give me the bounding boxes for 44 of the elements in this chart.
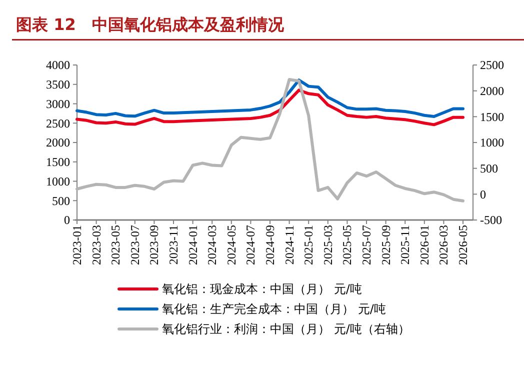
- y-tick-label: 1500: [46, 155, 70, 170]
- x-tick-label: 2025-05: [340, 225, 354, 265]
- y2-tick-label: -500: [480, 213, 502, 228]
- y-tick-label: 3500: [46, 78, 70, 92]
- y2-tick-label: 2500: [480, 58, 504, 72]
- x-tick-label: 2024-07: [244, 225, 258, 265]
- line-series: [76, 88, 464, 126]
- x-tick-label: 2023-05: [108, 225, 123, 265]
- x-tick-label: 2023-01: [70, 225, 84, 265]
- x-tick-label: 2026-01: [417, 225, 432, 265]
- y-tick-label: 500: [52, 194, 70, 208]
- legend-label: 氧化铝：生产完全成本：中国（月） 元/吨: [162, 302, 386, 316]
- x-tick-label: 2025-11: [398, 225, 412, 265]
- y-tick-label: 2000: [46, 136, 70, 150]
- legend-label: 氧化铝：现金成本：中国（月） 元/吨: [162, 282, 362, 296]
- line-series: [76, 78, 464, 118]
- x-tick-label: 2024-03: [205, 225, 220, 265]
- y2-tick-label: 1500: [480, 110, 504, 124]
- x-tick-label: 2025-01: [302, 225, 316, 265]
- y-tick-label: 2500: [46, 116, 70, 130]
- x-tick-label: 2024-05: [224, 225, 238, 265]
- y-tick-label: 1000: [46, 174, 70, 188]
- chart-title: 图表 12 中国氧化铝成本及盈利情况: [16, 15, 285, 34]
- x-tick-label: 2024-11: [282, 225, 296, 265]
- y2-tick-label: 2000: [480, 84, 504, 98]
- x-tick-label: 2026-03: [436, 225, 451, 265]
- x-tick-label: 2026-05: [456, 225, 470, 265]
- y2-tick-label: 0: [480, 187, 486, 202]
- x-tick-label: 2025-07: [360, 225, 374, 265]
- legend-label: 氧化铝行业：利润：中国（月） 元/吨（右轴）: [162, 322, 410, 336]
- x-tick-label: 2025-03: [320, 225, 335, 265]
- x-tick-label: 2023-03: [89, 225, 104, 265]
- x-tick-label: 2023-11: [166, 225, 180, 265]
- y-tick-label: 3000: [46, 96, 70, 111]
- y2-tick-label: 500: [480, 162, 498, 176]
- x-tick-label: 2023-09: [147, 225, 162, 265]
- y-tick-label: 4000: [46, 58, 70, 72]
- y-tick-label: 0: [64, 213, 70, 228]
- x-tick-label: 2023-07: [128, 225, 142, 265]
- y2-tick-label: 1000: [480, 136, 504, 150]
- x-tick-label: 2024-09: [263, 225, 277, 265]
- x-tick-label: 2024-01: [186, 225, 200, 265]
- line-series: [76, 78, 464, 202]
- x-tick-label: 2025-09: [378, 225, 393, 265]
